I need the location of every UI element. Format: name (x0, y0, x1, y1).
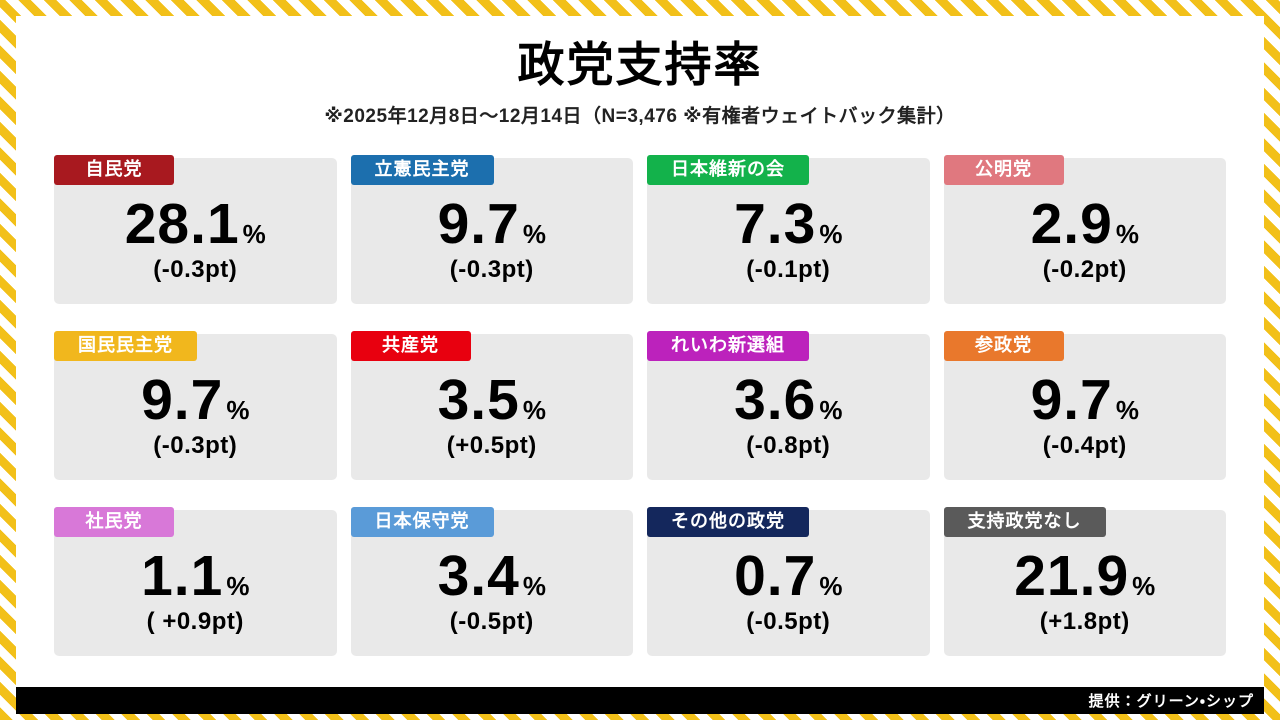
party-card: 公明党 2.9 % (-0.2pt) (943, 155, 1226, 305)
party-name: 公明党 (975, 159, 1032, 180)
party-name-badge: 参政党 (943, 331, 1064, 361)
party-name-badge: 社民党 (54, 507, 174, 537)
party-name-badge: 立憲民主党 (350, 155, 494, 185)
party-value-number: 9.7 (437, 192, 520, 257)
party-card: 共産党 3.5 % (+0.5pt) (350, 331, 633, 481)
party-card: その他の政党 0.7 % (-0.5pt) (647, 507, 930, 657)
infographic-page: 政党支持率 ※2025年12月8日～12月14日（N=3,476 ※有権者ウェイ… (16, 16, 1264, 714)
party-name: 自民党 (85, 159, 143, 180)
party-value-unit: % (522, 219, 546, 250)
party-change: (-0.8pt) (746, 432, 831, 460)
party-name-badge: 日本維新の会 (647, 155, 809, 185)
party-value: 28.1 % (125, 196, 266, 253)
party-name: 支持政党なし (967, 511, 1082, 532)
party-change: ( +0.9pt) (146, 608, 244, 636)
party-value-unit: % (1132, 571, 1156, 602)
party-value: 1.1 % (141, 548, 249, 605)
party-change: (-0.5pt) (746, 608, 831, 636)
party-value-number: 0.7 (734, 544, 817, 609)
credit-bar: 提供：グリーン・シップ (16, 687, 1264, 714)
party-change: (-0.4pt) (1042, 432, 1127, 460)
party-value-number: 9.7 (1030, 368, 1113, 433)
party-change: (-0.5pt) (449, 608, 534, 636)
party-value-unit: % (522, 571, 546, 602)
party-value-unit: % (1115, 395, 1139, 426)
party-value: 0.7 % (734, 548, 842, 605)
party-value: 3.5 % (438, 372, 546, 429)
party-value: 7.3 % (734, 196, 842, 253)
party-name: 参政党 (975, 335, 1032, 356)
party-value-number: 1.1 (141, 544, 224, 609)
survey-subtitle: ※2025年12月8日～12月14日（N=3,476 ※有権者ウェイトバック集計… (324, 106, 956, 128)
party-value-unit: % (522, 395, 546, 426)
party-name-badge: その他の政党 (647, 507, 809, 537)
party-name-badge: 国民民主党 (54, 331, 197, 361)
party-value-unit: % (819, 395, 843, 426)
party-change: (-0.3pt) (449, 256, 534, 284)
party-card: 国民民主党 9.7 % (-0.3pt) (54, 331, 337, 481)
party-name-badge: 公明党 (943, 155, 1064, 185)
party-name: 共産党 (382, 335, 439, 356)
party-change: (+1.8pt) (1039, 608, 1130, 636)
party-name: れいわ新選組 (671, 335, 785, 356)
party-value: 9.7 % (438, 196, 546, 253)
party-value-number: 7.3 (734, 192, 817, 257)
party-value-number: 9.7 (141, 368, 224, 433)
party-value: 3.4 % (438, 548, 546, 605)
party-name-badge: 日本保守党 (350, 507, 494, 537)
party-value-number: 21.9 (1014, 544, 1130, 609)
party-value-number: 28.1 (124, 192, 240, 257)
party-name: 立憲民主党 (374, 159, 470, 180)
credit-text: 提供：グリーン・シップ (1088, 693, 1254, 710)
party-value: 9.7 % (1031, 372, 1139, 429)
party-change: (-0.1pt) (746, 256, 831, 284)
party-name: 日本維新の会 (671, 159, 785, 180)
party-value-number: 3.6 (734, 368, 817, 433)
party-change: (-0.3pt) (153, 432, 238, 460)
party-name: 日本保守党 (374, 511, 470, 532)
party-name: 国民民主党 (78, 335, 173, 356)
party-card: 支持政党なし 21.9 % (+1.8pt) (943, 507, 1226, 657)
party-value: 2.9 % (1031, 196, 1139, 253)
party-card: 立憲民主党 9.7 % (-0.3pt) (350, 155, 633, 305)
party-card: れいわ新選組 3.6 % (-0.8pt) (647, 331, 930, 481)
party-value-unit: % (1115, 219, 1139, 250)
party-name-badge: れいわ新選組 (647, 331, 809, 361)
party-value-number: 3.4 (437, 544, 520, 609)
party-value-number: 3.5 (437, 368, 520, 433)
party-name: その他の政党 (671, 511, 785, 532)
party-name: 社民党 (85, 511, 143, 532)
party-name-badge: 自民党 (54, 155, 174, 185)
party-value: 21.9 % (1014, 548, 1155, 605)
party-value-number: 2.9 (1030, 192, 1113, 257)
party-value-unit: % (242, 219, 266, 250)
party-value-unit: % (226, 571, 250, 602)
party-change: (+0.5pt) (446, 432, 537, 460)
party-change: (-0.3pt) (153, 256, 238, 284)
party-card: 日本維新の会 7.3 % (-0.1pt) (647, 155, 930, 305)
page-title: 政党支持率 (517, 38, 763, 91)
party-grid: 自民党 28.1 % (-0.3pt) 立憲民主党 9.7 % (-0.3pt)… (54, 155, 1226, 657)
party-card: 自民党 28.1 % (-0.3pt) (54, 155, 337, 305)
party-card: 社民党 1.1 % ( +0.9pt) (54, 507, 337, 657)
party-name-badge: 支持政党なし (943, 507, 1106, 537)
party-value-unit: % (819, 571, 843, 602)
party-value: 9.7 % (141, 372, 249, 429)
party-value: 3.6 % (734, 372, 842, 429)
party-name-badge: 共産党 (350, 331, 471, 361)
party-card: 参政党 9.7 % (-0.4pt) (943, 331, 1226, 481)
party-value-unit: % (226, 395, 250, 426)
party-card: 日本保守党 3.4 % (-0.5pt) (350, 507, 633, 657)
party-change: (-0.2pt) (1042, 256, 1127, 284)
party-value-unit: % (819, 219, 843, 250)
